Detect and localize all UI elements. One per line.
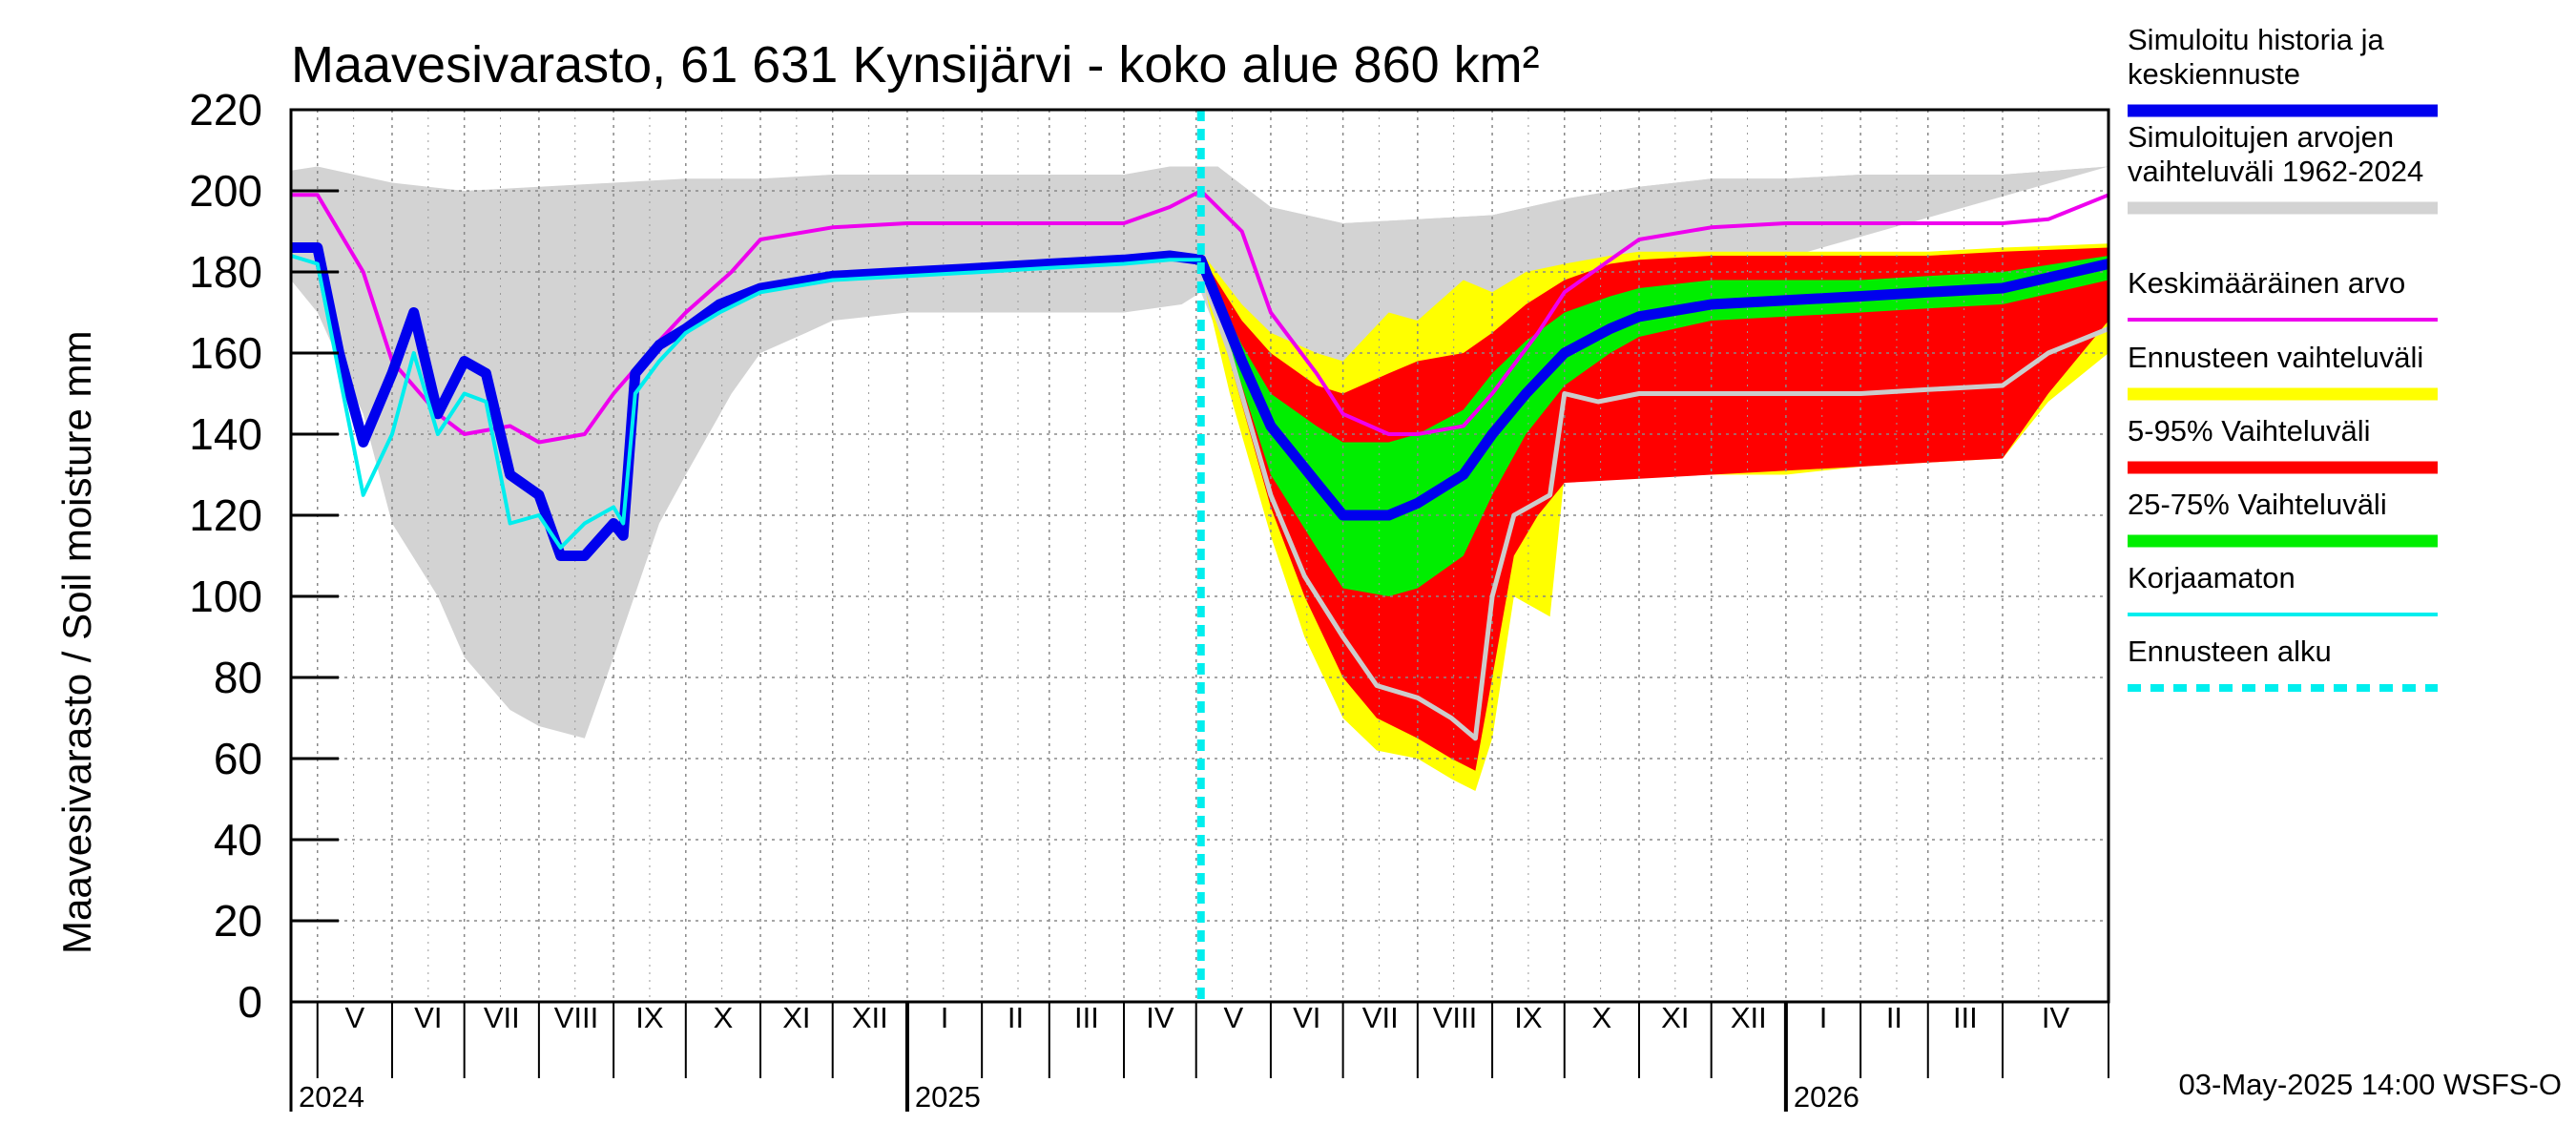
year-label: 2024 [299, 1080, 364, 1114]
y-tick-label: 0 [238, 977, 262, 1027]
month-label: XII [1731, 1001, 1767, 1034]
range-5-95-area [1200, 247, 2109, 771]
legend-label: Ennusteen vaihteluväli [2128, 341, 2423, 374]
y-tick-label: 140 [189, 409, 262, 459]
legend-label: 25-75% Vaihteluväli [2128, 488, 2387, 521]
month-label: I [941, 1001, 949, 1034]
legend-label: keskiennuste [2128, 57, 2300, 91]
month-label: IX [1514, 1001, 1543, 1034]
legend-label: Simuloitujen arvojen [2128, 120, 2394, 154]
month-label: III [1953, 1001, 1978, 1034]
legend-label: Keskimääräinen arvo [2128, 266, 2405, 300]
month-label: XII [852, 1001, 888, 1034]
y-tick-label: 20 [214, 896, 262, 946]
year-label: 2025 [915, 1080, 981, 1114]
month-label: VII [1362, 1001, 1399, 1034]
month-label: VI [1293, 1001, 1320, 1034]
range-25-75-area [1200, 256, 2109, 596]
simulated-history-line [291, 242, 2110, 561]
y-tick-label: 220 [189, 85, 262, 135]
month-label: IX [635, 1001, 664, 1034]
chart-title: Maavesivarasto, 61 631 Kynsijärvi - koko… [291, 36, 1540, 94]
timestamp-footer: 03-May-2025 14:00 WSFS-O [2179, 1068, 2562, 1101]
mean-value-line [291, 189, 2109, 445]
legend-label: Simuloitu historia ja [2128, 23, 2385, 56]
month-label: XI [782, 1001, 810, 1034]
legend-label: 5-95% Vaihteluväli [2128, 414, 2370, 448]
year-label: 2026 [1794, 1080, 1859, 1114]
y-tick-label: 160 [189, 328, 262, 378]
y-tick-label: 40 [214, 815, 262, 864]
month-label: IV [2042, 1001, 2070, 1034]
y-tick-label: 60 [214, 734, 262, 783]
month-label: II [1886, 1001, 1902, 1034]
month-label: VIII [1433, 1001, 1478, 1034]
y-tick-label: 120 [189, 490, 262, 540]
history-range-area [291, 166, 2109, 739]
month-label: IV [1146, 1001, 1174, 1034]
month-label: X [1592, 1001, 1612, 1034]
series-lines [290, 110, 2110, 1002]
y-axis-label: Maavesivarasto / Soil moisture mm [54, 330, 99, 954]
month-label: V [345, 1001, 365, 1034]
month-label: XI [1661, 1001, 1689, 1034]
month-label: VII [484, 1001, 520, 1034]
series-areas [291, 166, 2109, 792]
legend-label: Ennusteen alku [2128, 635, 2332, 668]
y-tick-label: 80 [214, 653, 262, 702]
y-tick-label: 100 [189, 572, 262, 621]
month-label: VIII [554, 1001, 599, 1034]
month-label: I [1819, 1001, 1828, 1034]
month-label: II [1008, 1001, 1024, 1034]
legend-label: vaihteluväli 1962-2024 [2128, 155, 2423, 188]
month-label: III [1074, 1001, 1099, 1034]
month-label: X [714, 1001, 734, 1034]
y-tick-label: 180 [189, 247, 262, 297]
y-tick-label: 200 [189, 166, 262, 216]
uncorrected-line [290, 254, 1201, 550]
legend-label: Korjaamaton [2128, 561, 2296, 594]
plot-frame [289, 108, 2110, 1004]
month-label: VI [414, 1001, 442, 1034]
forecast-median-grey-line [1198, 271, 2109, 741]
month-label: V [1223, 1001, 1243, 1034]
